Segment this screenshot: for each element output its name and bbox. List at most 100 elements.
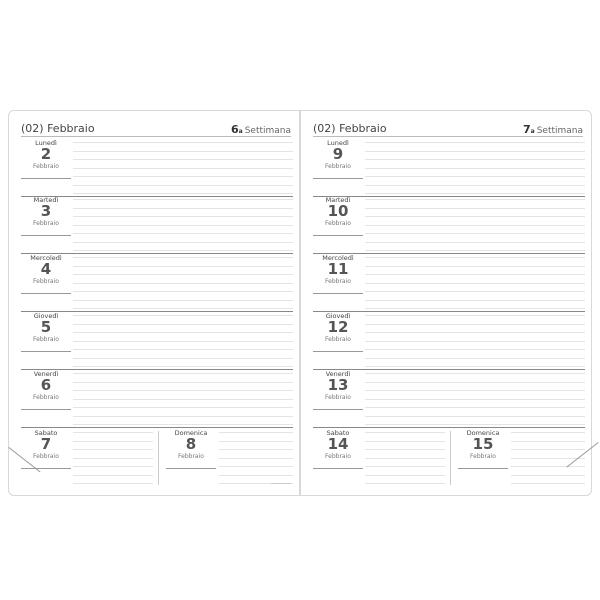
day-month: Febbraio [325,163,351,170]
day-month: Febbraio [33,453,59,460]
writing-line [73,299,293,301]
writing-line [73,150,293,152]
writing-line [365,265,585,267]
maker-mark [271,483,291,484]
writing-line [219,449,293,450]
day-month: Febbraio [33,220,59,227]
writing-line [73,466,153,467]
weekend-divider [450,431,451,485]
day-separator [21,369,293,370]
writing-line [365,415,585,417]
day-name: Sabato [34,429,58,437]
writing-line [365,381,585,383]
writing-line [73,176,293,177]
day-month: Febbraio [325,278,351,285]
writing-line [365,432,445,433]
writing-line [73,308,293,309]
weekend-divider [158,431,159,485]
writing-line [365,366,585,367]
day-number: 6 [40,376,52,394]
day-name: Giovedì [325,312,351,320]
day-name: Sabato [326,429,350,437]
writing-line [73,184,293,186]
writing-line [511,466,585,467]
month-title: (02) Febbraio [313,122,387,135]
writing-line [73,199,293,200]
writing-line [365,159,585,160]
writing-line [365,257,585,258]
day-month: Febbraio [33,163,59,170]
writing-line [73,390,293,391]
day-mini-rule [21,351,71,352]
writing-line [219,457,293,459]
writing-line [219,474,293,476]
day-month: Febbraio [325,336,351,343]
writing-line [365,150,585,152]
month-title: (02) Febbraio [21,122,95,135]
writing-line [73,332,293,333]
day-mini-rule [313,235,363,236]
day-number: 8 [185,435,197,453]
writing-line [365,142,585,143]
day-month: Febbraio [33,336,59,343]
day-separator [21,427,293,428]
day-name: Venerdì [325,370,351,378]
writing-line [511,449,585,450]
header-rule [21,136,291,137]
day-number: 15 [472,435,494,453]
day-separator [313,427,585,428]
day-number: 4 [40,260,52,278]
writing-line [219,466,293,467]
day-name: Martedì [325,196,351,204]
day-month: Febbraio [33,394,59,401]
writing-line [365,357,585,359]
writing-line [365,233,585,234]
day-separator [313,253,585,254]
day-number: 9 [332,145,344,163]
week-number: 7 [522,123,531,136]
day-number: 14 [327,435,349,453]
writing-line [365,241,585,243]
writing-line [365,274,585,275]
writing-line [73,381,293,383]
writing-line [365,373,585,374]
day-mini-rule [21,468,71,469]
writing-line [365,407,585,408]
writing-line [73,224,293,226]
writing-line [365,308,585,309]
writing-line [73,315,293,316]
writing-line [73,407,293,408]
writing-line [511,457,585,459]
day-month: Febbraio [325,220,351,227]
day-name: Martedì [33,196,59,204]
writing-line [365,398,585,400]
day-separator [313,196,585,197]
day-number: 3 [40,202,52,220]
day-mini-rule [21,235,71,236]
writing-line [365,340,585,342]
writing-line [365,299,585,301]
writing-line [73,432,153,433]
writing-line [73,193,293,194]
writing-line [365,199,585,200]
writing-line [219,440,293,442]
planner-page-right: (02) Febbraio 7a Settimana Lunedì 9 Febbraio M… [300,110,599,496]
page-corner-strap [566,442,599,468]
day-month: Febbraio [470,453,496,460]
writing-line [365,474,445,476]
day-name: Domenica [174,429,208,437]
day-mini-rule [313,468,363,469]
writing-line [73,349,293,350]
writing-line [73,167,293,169]
writing-line [73,457,153,459]
writing-line [73,216,293,217]
day-name: Mercoledì [30,254,62,262]
writing-line [73,159,293,160]
writing-line [219,483,293,484]
writing-line [365,184,585,186]
writing-line [365,323,585,325]
writing-line [365,193,585,194]
writing-line [365,216,585,217]
day-mini-rule [21,178,71,179]
day-month: Febbraio [325,394,351,401]
